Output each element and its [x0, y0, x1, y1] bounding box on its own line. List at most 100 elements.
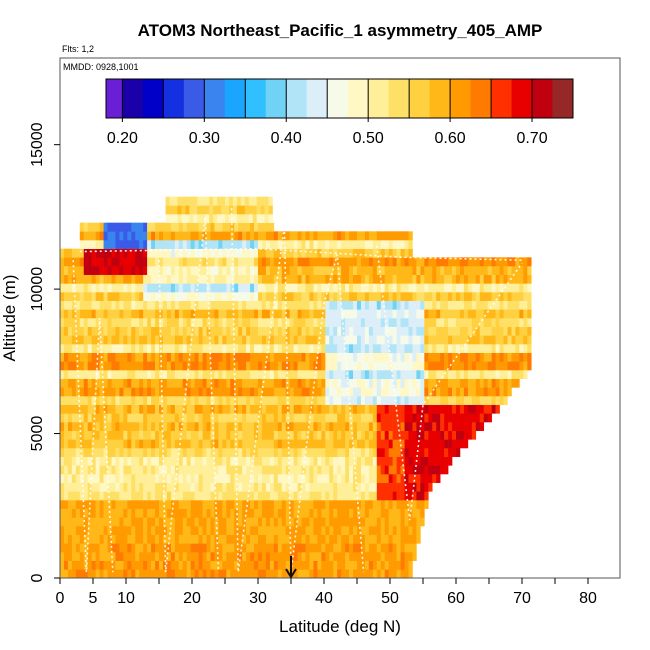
heatmap-cell [222, 413, 227, 423]
heatmap-cell [139, 352, 144, 362]
heatmap-cell [428, 352, 433, 362]
colorbar-swatch [368, 79, 390, 118]
heatmap-cell [345, 274, 350, 284]
heatmap-cell [301, 482, 306, 492]
heatmap-cell [230, 257, 235, 267]
heatmap-cell [186, 517, 191, 527]
heatmap-cell [380, 274, 386, 284]
heatmap-cell [238, 283, 243, 293]
heatmap-cell [242, 482, 247, 492]
heatmap-cell [305, 352, 310, 362]
heatmap-cell [364, 274, 370, 284]
heatmap-cell [143, 465, 148, 475]
heatmap-cell [139, 404, 144, 414]
heatmap-cell [269, 231, 275, 241]
heatmap-cell [198, 465, 203, 475]
heatmap-cell [416, 344, 421, 353]
heatmap-cell [281, 508, 287, 518]
heatmap-cell [210, 378, 215, 388]
heatmap-cell [115, 413, 120, 423]
heatmap-cell [285, 508, 290, 518]
heatmap-cell [103, 378, 108, 388]
heatmap-cell [412, 552, 417, 561]
heatmap-cell [368, 370, 374, 379]
heatmap-cell [246, 448, 251, 457]
heatmap-cell [131, 248, 136, 258]
heatmap-cell [119, 517, 124, 527]
heatmap-cell [230, 422, 235, 431]
heatmap-cell [71, 552, 77, 561]
heatmap-cell [408, 335, 413, 345]
heatmap-cell [162, 543, 168, 553]
heatmap-cell [166, 422, 172, 431]
heatmap-cell [75, 370, 81, 379]
heatmap-cell [202, 474, 207, 483]
heatmap-cell [293, 517, 298, 527]
heatmap-cell [230, 534, 235, 544]
heatmap-cell [254, 387, 259, 397]
heatmap-cell [87, 517, 92, 527]
heatmap-cell [321, 413, 326, 423]
heatmap-cell [198, 474, 203, 483]
heatmap-cell [131, 439, 136, 449]
heatmap-cell [452, 274, 457, 284]
heatmap-cell [193, 205, 198, 215]
heatmap-cell [210, 474, 215, 483]
heatmap-cell [119, 456, 124, 466]
heatmap-cell [297, 448, 302, 457]
heatmap-cell [305, 543, 310, 553]
heatmap-cell [337, 352, 342, 362]
heatmap-cell [388, 352, 393, 362]
heatmap-cell [483, 318, 488, 327]
heatmap-cell [99, 309, 104, 319]
heatmap-cell [360, 404, 366, 414]
heatmap-cell [353, 439, 358, 449]
heatmap-cell [297, 266, 302, 275]
heatmap-cell [226, 248, 231, 258]
heatmap-cell [238, 526, 243, 535]
heatmap-cell [360, 344, 366, 353]
heatmap-cell [396, 500, 401, 509]
heatmap-cell [297, 387, 302, 397]
heatmap-cell [507, 335, 512, 345]
heatmap-cell [131, 448, 136, 457]
heatmap-cell [99, 396, 104, 405]
heatmap-cell [384, 283, 389, 293]
heatmap-cell [60, 422, 65, 431]
heatmap-cell [238, 422, 243, 431]
heatmap-cell [131, 508, 136, 518]
heatmap-cell [234, 482, 239, 492]
heatmap-cell [424, 474, 429, 483]
heatmap-cell [250, 552, 255, 561]
heatmap-cell [254, 222, 259, 232]
heatmap-cell [380, 257, 386, 267]
heatmap-cell [420, 266, 425, 275]
heatmap-cell [166, 413, 172, 423]
heatmap-cell [143, 248, 148, 258]
heatmap-cell [194, 543, 199, 553]
heatmap-cell [194, 448, 199, 457]
heatmap-cell [444, 378, 449, 388]
heatmap-cell [75, 266, 81, 275]
heatmap-cell [321, 526, 326, 535]
heatmap-cell [190, 283, 195, 293]
heatmap-cell [471, 266, 477, 275]
heatmap-cell [222, 465, 227, 475]
heatmap-cell [194, 552, 199, 561]
heatmap-cell [198, 309, 203, 319]
heatmap-cell [368, 482, 374, 492]
heatmap-cell [444, 283, 449, 293]
heatmap-cell [250, 378, 255, 388]
heatmap-cell [127, 439, 132, 449]
heatmap-cell [250, 361, 255, 371]
heatmap-cell [293, 292, 298, 301]
heatmap-cell [95, 231, 100, 241]
heatmap-cell [448, 404, 453, 414]
heatmap-cell [265, 526, 271, 535]
heatmap-cell [313, 326, 318, 336]
heatmap-cell [408, 257, 413, 267]
heatmap-cell [209, 214, 214, 223]
heatmap-cell [269, 283, 275, 293]
heatmap-cell [258, 396, 263, 405]
heatmap-cell [360, 318, 366, 327]
